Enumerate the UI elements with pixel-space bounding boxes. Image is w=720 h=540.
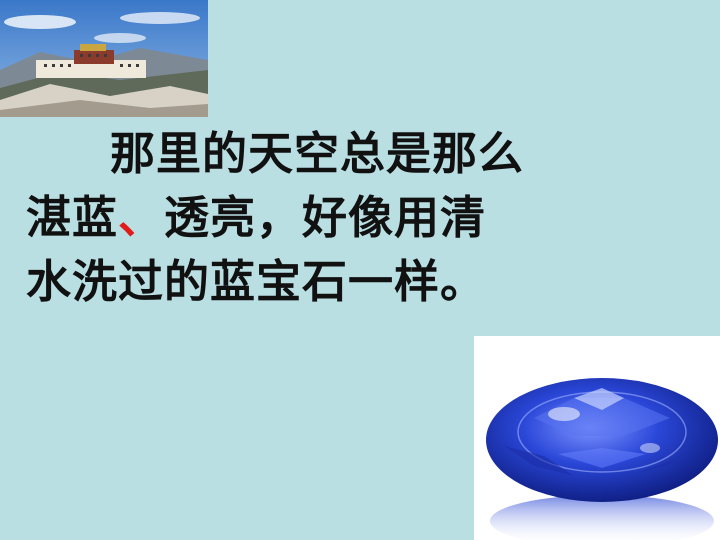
passage-line-1: 那里的天空总是那么 <box>110 127 525 180</box>
passage-text: 那里的天空总是那么 湛蓝、透亮，好像用清 水洗过的蓝宝石一样。 <box>26 122 656 314</box>
red-punctuation-mark: 、 <box>118 191 165 244</box>
potala-palace-photo <box>0 0 208 117</box>
blue-sapphire-photo <box>474 336 720 540</box>
passage-line-3: 水洗过的蓝宝石一样。 <box>26 255 487 308</box>
passage-line-2-start: 湛蓝 <box>26 191 119 244</box>
passage-line-2-end: 透亮，好像用清 <box>164 191 487 244</box>
passage-line-2: 湛蓝、透亮，好像用清 <box>26 186 656 250</box>
